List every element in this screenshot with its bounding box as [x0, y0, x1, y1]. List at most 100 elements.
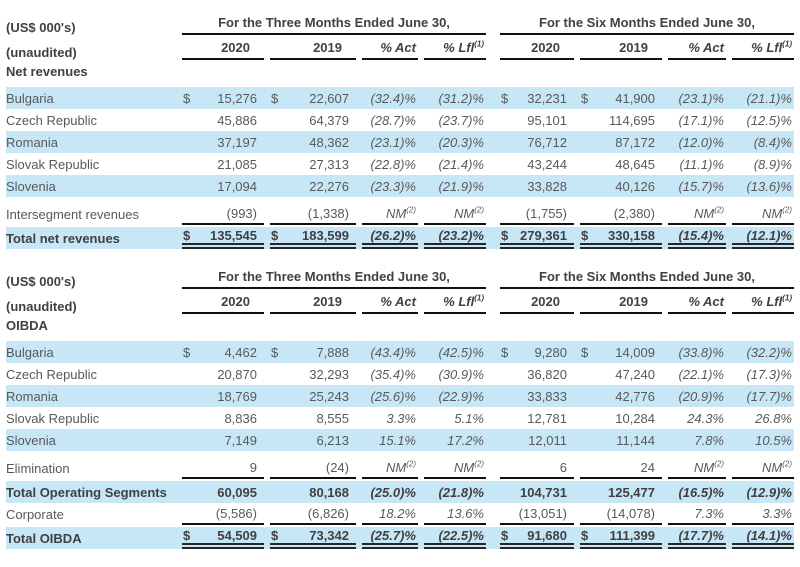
row-label: Slovenia: [6, 432, 56, 448]
cell-value: 12,011: [528, 432, 567, 448]
money-cell: 7,149: [176, 429, 264, 451]
cell-value: (22.9)%: [438, 388, 484, 404]
group-gap: [486, 203, 494, 225]
currency-symbol: $: [271, 227, 279, 243]
cell-value: (22.8)%: [370, 156, 416, 172]
cell-value: (31.2)%: [438, 90, 484, 106]
cell-value: NM(2): [454, 205, 484, 221]
percent-cell: (23.1)%: [662, 87, 726, 109]
money-cell: 60,095: [176, 481, 264, 503]
cell-value: (17.3)%: [746, 366, 792, 382]
row-label: Corporate: [6, 506, 64, 522]
cell-value: NM(2): [762, 459, 792, 475]
percent-cell: (15.7)%: [662, 175, 726, 197]
cell-value: 45,886: [217, 112, 257, 128]
section-label: OIBDA: [6, 318, 48, 333]
cell-value: 6,213: [316, 432, 349, 448]
cell-value: 26.8%: [755, 410, 792, 426]
money-cell: $ 183,599: [264, 227, 356, 249]
period-group-header: For the Six Months Ended June 30,: [500, 15, 794, 35]
percent-cell: (25.7)%: [356, 527, 418, 549]
cell-value: (25.7)%: [370, 527, 416, 543]
group-gap: [486, 175, 494, 197]
group-header-row: (US$ 000's) For the Three Months Ended J…: [6, 8, 794, 35]
table-row-corporate: Corporate (5,586) (6,826) 18.2% 13.6% (1…: [6, 503, 794, 525]
footnote-marker: (2): [714, 205, 724, 215]
cell-value: 80,168: [309, 484, 349, 500]
money-cell: (5,586): [176, 503, 264, 525]
period-group-header: For the Three Months Ended June 30,: [182, 269, 486, 289]
cell-value: NM(2): [386, 459, 416, 475]
units-label: (US$ 000's): [6, 274, 76, 289]
percent-cell: (28.7)%: [356, 109, 418, 131]
currency-symbol: $: [183, 227, 191, 243]
cell-value: NM(2): [694, 205, 724, 221]
percent-cell: (14.1)%: [726, 527, 794, 549]
percent-cell: (21.1)%: [726, 87, 794, 109]
period-group-header: For the Three Months Ended June 30,: [182, 15, 486, 35]
money-cell: 20,870: [176, 363, 264, 385]
money-cell: $ 7,888: [264, 341, 356, 363]
currency-symbol: $: [501, 344, 509, 360]
cell-value: NM(2): [694, 459, 724, 475]
percent-cell: 3.3%: [356, 407, 418, 429]
cell-value: 21,085: [217, 156, 257, 172]
group-gap: [486, 109, 494, 131]
column-header--act: % Act: [662, 35, 726, 60]
cell-value: (30.9)%: [438, 366, 484, 382]
table-row-romania: Romania 37,197 48,362 (23.1)% (20.3)% 76…: [6, 131, 794, 153]
percent-cell: 26.8%: [726, 407, 794, 429]
cell-value: 32,293: [309, 366, 349, 382]
group-gap: [486, 131, 494, 153]
cell-value: 17.2%: [447, 432, 484, 448]
group-gap: [486, 227, 494, 249]
money-cell: $ 73,342: [264, 527, 356, 549]
cell-value: (28.7)%: [370, 112, 416, 128]
percent-cell: (25.6)%: [356, 385, 418, 407]
cell-value: (20.3)%: [438, 134, 484, 150]
year-header-row: (unaudited) 2020 2019 % Act % Lfl(1) 202…: [6, 289, 794, 314]
cell-value: (33.8)%: [678, 344, 724, 360]
money-cell: 43,244: [494, 153, 574, 175]
row-label: Total net revenues: [6, 230, 120, 246]
cell-value: (24): [325, 459, 349, 475]
currency-symbol: $: [581, 90, 589, 106]
money-cell: 24: [574, 457, 662, 479]
percent-cell: (21.8)%: [418, 481, 486, 503]
percent-cell: (8.9)%: [726, 153, 794, 175]
cell-value: 3.3%: [762, 505, 792, 521]
percent-cell: (23.7)%: [418, 109, 486, 131]
row-label: Total OIBDA: [6, 530, 82, 546]
percent-cell: (23.1)%: [356, 131, 418, 153]
currency-symbol: $: [183, 90, 191, 106]
percent-cell: (17.7)%: [662, 527, 726, 549]
table-row-total-operating-segments: Total Operating Segments 60,095 80,168 (…: [6, 481, 794, 503]
money-cell: 21,085: [176, 153, 264, 175]
percent-cell: (8.4)%: [726, 131, 794, 153]
cell-value: (20.9)%: [678, 388, 724, 404]
cell-value: 135,545: [210, 227, 257, 243]
cell-value: 17,094: [217, 178, 257, 194]
table-row-romania: Romania 18,769 25,243 (25.6)% (22.9)% 33…: [6, 385, 794, 407]
money-cell: (993): [176, 203, 264, 225]
percent-cell: 18.2%: [356, 503, 418, 525]
cell-value: 73,342: [309, 527, 349, 543]
cell-value: 47,240: [615, 366, 655, 382]
table-row-intersegment-revenues: Intersegment revenues (993) (1,338) NM(2…: [6, 203, 794, 225]
row-label: Slovak Republic: [6, 156, 100, 172]
cell-value: 279,361: [520, 227, 567, 243]
cell-value: 7,888: [316, 344, 349, 360]
cell-value: 33,833: [527, 388, 567, 404]
section-label-row: OIBDA: [6, 314, 794, 337]
cell-value: 11,144: [616, 432, 655, 448]
currency-symbol: $: [271, 90, 279, 106]
cell-value: 5.1%: [454, 410, 484, 426]
currency-symbol: $: [271, 527, 279, 543]
money-cell: 12,781: [494, 407, 574, 429]
money-cell: (24): [264, 457, 356, 479]
percent-cell: (22.1)%: [662, 363, 726, 385]
cell-value: (23.1)%: [678, 90, 724, 106]
percent-cell: (15.4)%: [662, 227, 726, 249]
cell-value: 24: [640, 459, 655, 475]
cell-value: 7,149: [224, 432, 257, 448]
